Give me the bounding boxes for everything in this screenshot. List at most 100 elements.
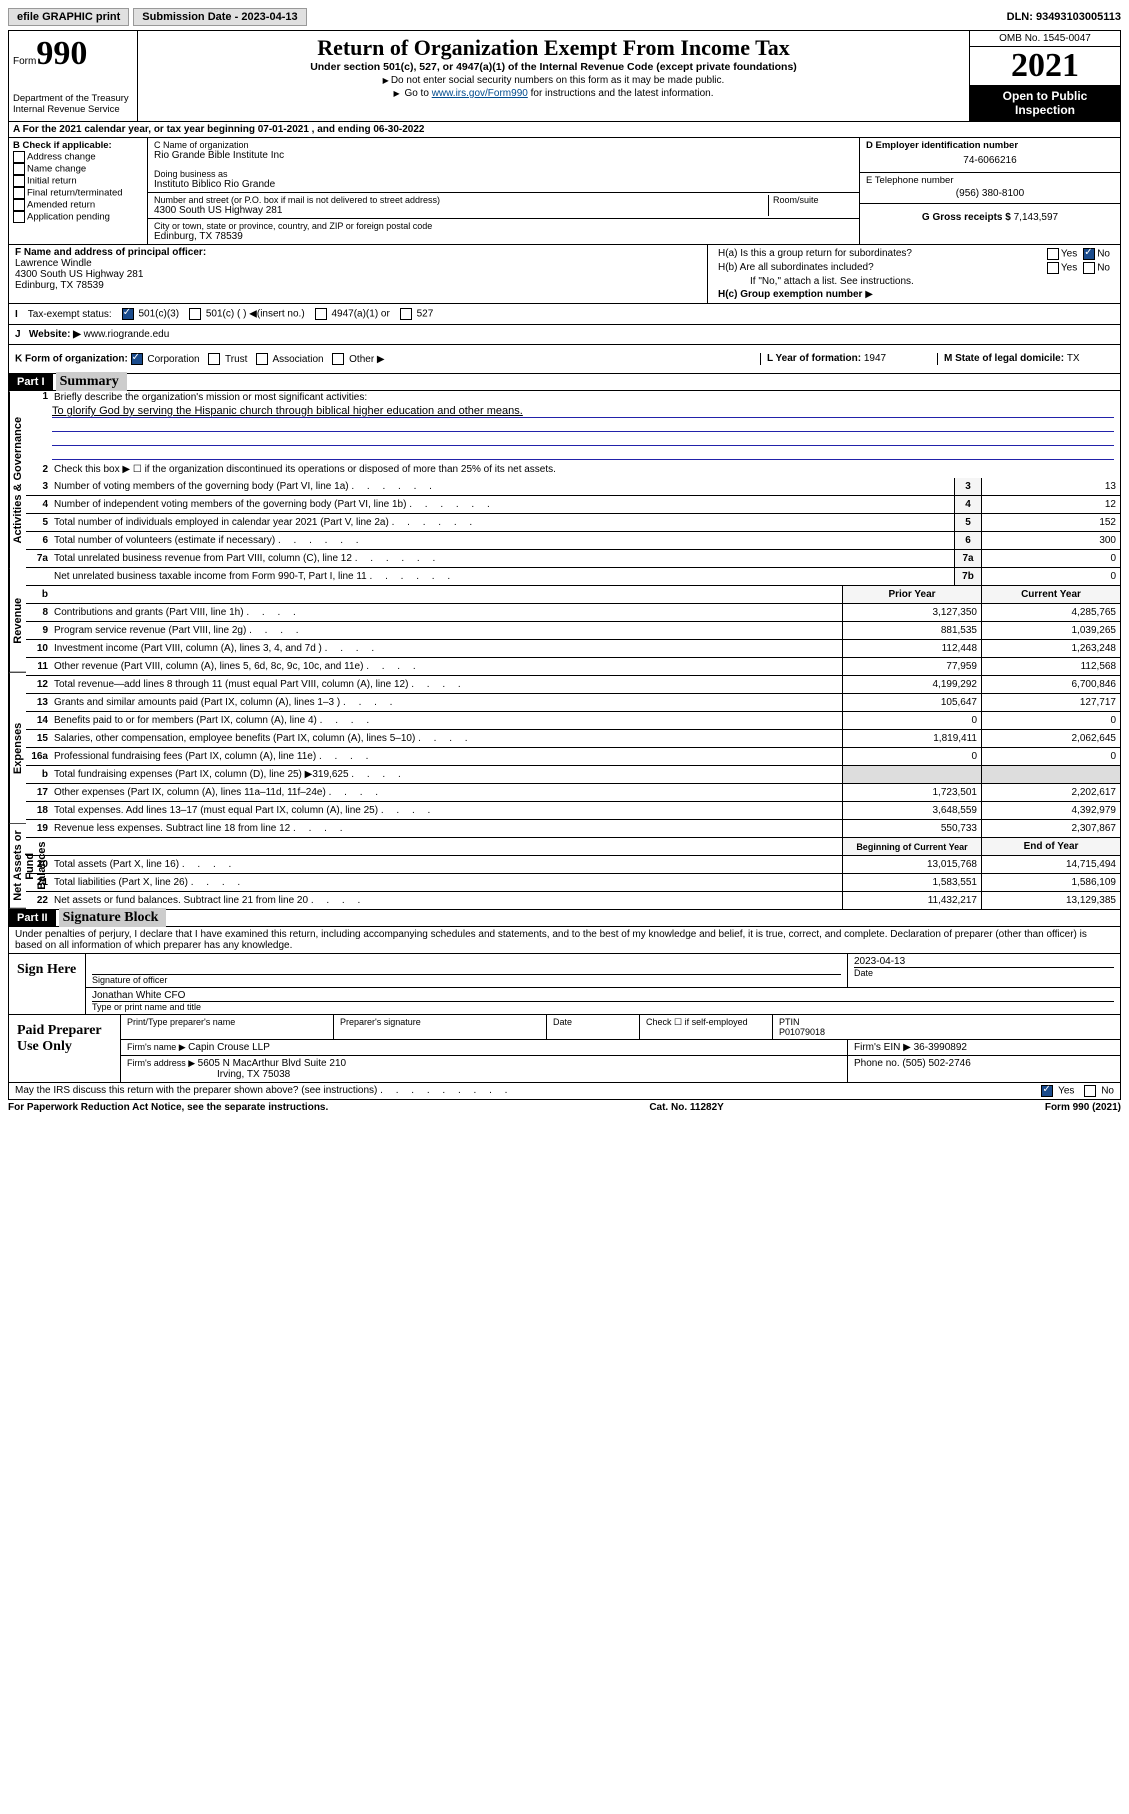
cb-trust[interactable]: Trust bbox=[208, 354, 247, 365]
cb-association[interactable]: Association bbox=[256, 354, 323, 365]
row-num: 13 bbox=[26, 697, 52, 708]
c-name-box: C Name of organization Rio Grande Bible … bbox=[148, 138, 859, 193]
hb-yes[interactable]: Yes bbox=[1047, 262, 1077, 274]
part2-label: Part II bbox=[9, 910, 56, 926]
mission-line2 bbox=[52, 419, 1114, 432]
d-ein-box: D Employer identification number 74-6066… bbox=[860, 138, 1120, 173]
firm-ein-label: Firm's EIN ▶ bbox=[854, 1042, 914, 1053]
i-c3: 501(c)(3) bbox=[138, 309, 179, 320]
current-year-value: 1,586,109 bbox=[981, 874, 1120, 891]
row-desc: Total number of volunteers (estimate if … bbox=[52, 534, 954, 547]
row-num: 16a bbox=[26, 751, 52, 762]
hb-no[interactable]: No bbox=[1083, 262, 1110, 274]
c-street-box: Number and street (or P.O. box if mail i… bbox=[148, 193, 859, 219]
line2-desc: Check this box ▶ ☐ if the organization d… bbox=[52, 463, 1120, 476]
row-desc: Program service revenue (Part VIII, line… bbox=[52, 624, 842, 637]
discuss-question: May the IRS discuss this return with the… bbox=[15, 1085, 1041, 1097]
row-num: 9 bbox=[26, 625, 52, 636]
topbar: efile GRAPHIC print Submission Date - 20… bbox=[8, 8, 1121, 26]
footer-mid: Cat. No. 11282Y bbox=[649, 1102, 723, 1113]
form-title: Return of Organization Exempt From Incom… bbox=[146, 35, 961, 61]
irs-label: Internal Revenue Service bbox=[13, 104, 133, 115]
room-suite: Room/suite bbox=[768, 195, 853, 216]
cb-other[interactable]: Other ▶ bbox=[332, 354, 384, 365]
b-item-2: Initial return bbox=[27, 176, 77, 187]
row-desc: Investment income (Part VIII, column (A)… bbox=[52, 642, 842, 655]
row-desc: Professional fundraising fees (Part IX, … bbox=[52, 750, 842, 763]
ptin-label: PTIN bbox=[779, 1017, 800, 1027]
row-num: b bbox=[26, 769, 52, 780]
cb-application-pending[interactable]: Application pending bbox=[13, 211, 143, 223]
cb-address-change[interactable]: Address change bbox=[13, 151, 143, 163]
ha-no[interactable]: No bbox=[1083, 248, 1110, 260]
prior-year-value: 13,015,768 bbox=[842, 856, 981, 873]
check-self-employed[interactable]: Check ☐ if self-employed bbox=[640, 1015, 773, 1039]
mission-line4 bbox=[52, 447, 1114, 460]
h-block: H(a) Is this a group return for subordin… bbox=[708, 245, 1120, 303]
row-desc: Benefits paid to or for members (Part IX… bbox=[52, 714, 842, 727]
b-item-4: Amended return bbox=[27, 200, 95, 211]
summary-body: 1 Briefly describe the organization's mi… bbox=[26, 391, 1120, 909]
k-assoc: Association bbox=[272, 354, 323, 365]
street-value: 4300 South US Highway 281 bbox=[154, 205, 768, 216]
prior-year-value: 0 bbox=[842, 748, 981, 765]
sig-date: 2023-04-13 bbox=[854, 956, 1114, 967]
efile-button[interactable]: efile GRAPHIC print bbox=[8, 8, 129, 26]
cb-name-change[interactable]: Name change bbox=[13, 163, 143, 175]
submission-date-button[interactable]: Submission Date - 2023-04-13 bbox=[133, 8, 306, 26]
k-corp: Corporation bbox=[147, 354, 199, 365]
prior-year-value: 112,448 bbox=[842, 640, 981, 657]
cb-527[interactable]: 527 bbox=[400, 308, 433, 320]
instr-2: Go to www.irs.gov/Form990 for instructio… bbox=[146, 88, 961, 99]
row-desc: Revenue less expenses. Subtract line 18 … bbox=[52, 822, 842, 835]
website-link[interactable]: www.riogrande.edu bbox=[84, 329, 170, 340]
row-num: 19 bbox=[26, 823, 52, 834]
b-blank-desc bbox=[52, 594, 842, 596]
current-year-value bbox=[981, 766, 1120, 783]
form-header: Form990 Department of the Treasury Inter… bbox=[8, 30, 1121, 122]
footer-right: Form 990 (2021) bbox=[1045, 1102, 1121, 1113]
row-desc: Grants and similar amounts paid (Part IX… bbox=[52, 696, 842, 709]
omb-number: OMB No. 1545-0047 bbox=[970, 31, 1120, 47]
row-num: 17 bbox=[26, 787, 52, 798]
prior-year-value bbox=[842, 766, 981, 783]
i-label: Tax-exempt status: bbox=[28, 309, 112, 320]
row-box: 7a bbox=[954, 550, 981, 567]
form990-link[interactable]: www.irs.gov/Form990 bbox=[432, 88, 528, 99]
firm-name-label: Firm's name ▶ bbox=[127, 1042, 188, 1052]
current-year-value: 112,568 bbox=[981, 658, 1120, 675]
form-label: Form bbox=[13, 56, 36, 67]
cb-501c3[interactable]: 501(c)(3) bbox=[122, 308, 179, 320]
g-receipts-box: G Gross receipts $ 7,143,597 bbox=[860, 204, 1120, 225]
cb-corporation[interactable]: Corporation bbox=[131, 354, 200, 365]
k-other: Other bbox=[349, 354, 374, 365]
sig-line[interactable] bbox=[92, 956, 841, 975]
discuss-yes[interactable]: Yes bbox=[1041, 1085, 1074, 1097]
discuss-no[interactable]: No bbox=[1084, 1085, 1114, 1097]
current-year-value: 0 bbox=[981, 748, 1120, 765]
form-number: 990 bbox=[36, 35, 87, 72]
firm-addr-label: Firm's address ▶ bbox=[127, 1058, 198, 1068]
b-item-0: Address change bbox=[27, 152, 96, 163]
subdate-label: Submission Date - bbox=[142, 11, 241, 23]
sign-here-block: Sign Here Signature of officer 2023-04-1… bbox=[8, 954, 1121, 1015]
cb-4947[interactable]: 4947(a)(1) or bbox=[315, 308, 390, 320]
ha-yes[interactable]: Yes bbox=[1047, 248, 1077, 260]
part1-title: Summary bbox=[56, 372, 127, 391]
row-num: 11 bbox=[26, 661, 52, 672]
cb-final-return[interactable]: Final return/terminated bbox=[13, 187, 143, 199]
block-entity: B Check if applicable: Address change Na… bbox=[8, 138, 1121, 245]
cb-initial-return[interactable]: Initial return bbox=[13, 175, 143, 187]
header-left: Form990 Department of the Treasury Inter… bbox=[9, 31, 138, 121]
yes-label-2: Yes bbox=[1061, 263, 1077, 274]
line1-num: 1 bbox=[26, 391, 52, 404]
cb-501c[interactable]: 501(c) ( ) ◀(insert no.) bbox=[189, 308, 305, 320]
ptin-value: P01079018 bbox=[779, 1027, 825, 1037]
firm-phone: (505) 502-2746 bbox=[902, 1058, 970, 1069]
current-year-value: 6,700,846 bbox=[981, 676, 1120, 693]
j-label: Website: bbox=[29, 329, 71, 340]
row-num: 12 bbox=[26, 679, 52, 690]
row-num: 8 bbox=[26, 607, 52, 618]
prior-year-value: 881,535 bbox=[842, 622, 981, 639]
cb-amended-return[interactable]: Amended return bbox=[13, 199, 143, 211]
